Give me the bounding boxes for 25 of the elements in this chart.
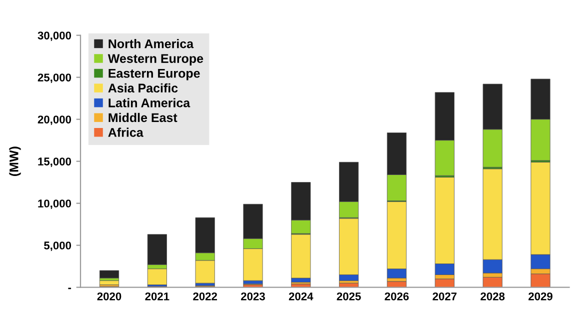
x-tick-label: 2029: [528, 292, 552, 300]
x-tick-label: 2022: [193, 292, 217, 300]
legend-label: Africa: [108, 128, 144, 137]
x-tick-label: 2020: [97, 292, 122, 300]
y-tick-label: 15,000: [38, 158, 72, 168]
y-tick-label: 20,000: [38, 116, 72, 126]
x-tick-label: 2028: [480, 292, 505, 300]
x-tick-label: 2026: [384, 292, 409, 300]
legend-label: Asia Pacific: [108, 83, 178, 93]
y-tick-label: 5,000: [44, 242, 72, 252]
x-tick-label: 2021: [145, 292, 170, 300]
legend-label: Eastern Europe: [108, 69, 200, 80]
legend-label: Western Europe: [108, 54, 204, 66]
y-tick-label: -: [68, 288, 72, 290]
y-tick-label: 30,000: [38, 32, 72, 42]
y-tick-label: 25,000: [38, 74, 72, 84]
x-tick-label: 2025: [336, 292, 361, 300]
legend-label: Latin America: [108, 98, 190, 108]
x-tick-label: 2023: [241, 292, 265, 300]
legend-label: Middle East: [108, 112, 178, 122]
x-tick-label: 2024: [288, 292, 314, 300]
y-axis-title: (MW): [9, 146, 21, 176]
y-tick-label: 10,000: [38, 200, 72, 210]
legend-label: North America: [108, 39, 194, 48]
x-tick-label: 2027: [432, 292, 457, 300]
